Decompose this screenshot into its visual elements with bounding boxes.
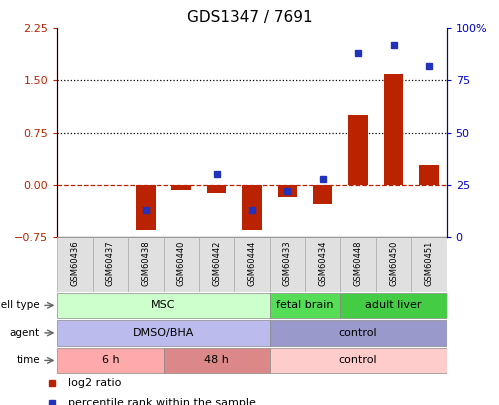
Bar [57,237,93,292]
Bar [411,237,447,292]
Text: adult liver: adult liver [365,301,422,310]
Bar [57,293,269,318]
Bar [269,320,447,345]
Bar [199,237,235,292]
Text: GSM60436: GSM60436 [70,240,79,286]
Text: control: control [339,356,377,365]
Text: GSM60450: GSM60450 [389,241,398,286]
Text: GSM60448: GSM60448 [354,241,363,286]
Bar [348,115,368,185]
Text: GSM60440: GSM60440 [177,241,186,286]
Bar [269,348,447,373]
Bar [277,185,297,197]
Bar [207,185,227,193]
Text: percentile rank within the sample: percentile rank within the sample [68,398,255,405]
Bar [384,74,403,185]
Bar [93,237,128,292]
Bar [313,185,332,204]
Text: GSM60444: GSM60444 [248,241,256,286]
Text: GSM60433: GSM60433 [283,240,292,286]
Bar [340,293,447,318]
Bar [164,348,269,373]
Text: log2 ratio: log2 ratio [68,378,121,388]
Bar [57,348,164,373]
Text: DMSO/BHA: DMSO/BHA [133,328,194,338]
Text: MSC: MSC [151,301,176,310]
Text: fetal brain: fetal brain [276,301,334,310]
Text: cell type: cell type [0,301,40,310]
Bar [136,185,156,230]
Text: time: time [16,356,40,365]
Bar [128,237,164,292]
Text: control: control [339,328,377,338]
Bar [305,237,340,292]
Bar [340,237,376,292]
Text: GSM60437: GSM60437 [106,240,115,286]
Bar [235,237,269,292]
Bar [419,165,439,185]
Text: 6 h: 6 h [102,356,119,365]
Text: GSM60442: GSM60442 [212,241,221,286]
Bar [164,237,199,292]
Text: GSM60438: GSM60438 [141,240,150,286]
Bar [376,237,411,292]
Text: agent: agent [9,328,40,338]
Bar [269,293,340,318]
Bar [57,320,269,345]
Text: 48 h: 48 h [204,356,229,365]
Text: GDS1347 / 7691: GDS1347 / 7691 [187,10,312,25]
Text: GSM60451: GSM60451 [425,241,434,286]
Bar [172,185,191,190]
Text: GSM60434: GSM60434 [318,241,327,286]
Bar [243,185,261,230]
Bar [269,237,305,292]
